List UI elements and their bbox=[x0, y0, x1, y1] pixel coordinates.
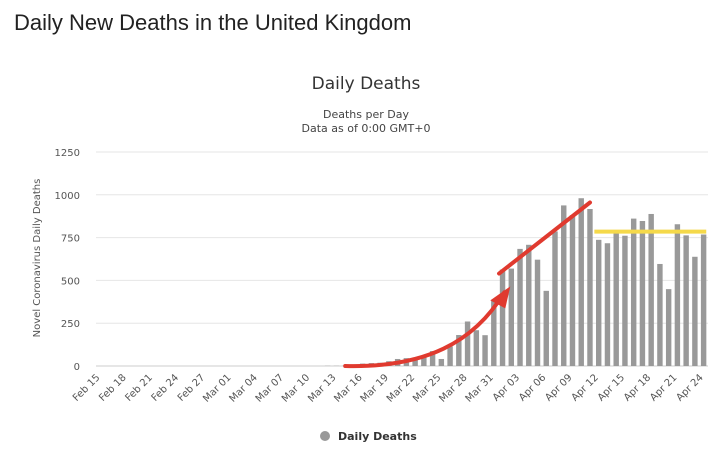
y-tick-label: 1250 bbox=[55, 148, 80, 159]
trend-arrow-curve bbox=[343, 290, 507, 369]
x-tick-label: Mar 19 bbox=[359, 372, 391, 404]
legend[interactable]: Daily Deaths bbox=[320, 430, 417, 443]
bar[interactable] bbox=[552, 231, 558, 366]
x-tick-label: Mar 31 bbox=[464, 372, 496, 404]
bar[interactable] bbox=[438, 358, 445, 366]
legend-label: Daily Deaths bbox=[338, 430, 417, 443]
y-tick-label: 750 bbox=[61, 234, 80, 245]
bar[interactable] bbox=[447, 346, 453, 366]
x-tick-label: Apr 09 bbox=[543, 372, 574, 403]
bar[interactable] bbox=[464, 321, 471, 366]
x-tick-label: Mar 01 bbox=[201, 372, 233, 404]
y-tick-label: 1000 bbox=[55, 191, 80, 202]
x-tick-label: Apr 18 bbox=[622, 372, 653, 403]
gridlines bbox=[96, 151, 708, 367]
bar[interactable] bbox=[429, 351, 436, 366]
y-axis-label: Novel Coronavirus Daily Deaths bbox=[32, 179, 43, 338]
bar[interactable] bbox=[517, 248, 523, 366]
x-tick-label: Mar 25 bbox=[411, 372, 443, 404]
trend-line bbox=[497, 200, 592, 276]
x-tick-label: Feb 24 bbox=[150, 372, 182, 404]
bar-series bbox=[324, 198, 707, 366]
chart-subtitle-timestamp: Data as of 0:00 GMT+0 bbox=[302, 122, 431, 135]
y-tick-label: 500 bbox=[61, 276, 80, 287]
trend-arrow-head bbox=[490, 286, 511, 309]
x-tick-label: Mar 04 bbox=[227, 372, 259, 404]
bar[interactable] bbox=[674, 224, 681, 366]
x-tick-label: Apr 15 bbox=[596, 372, 627, 403]
bar[interactable] bbox=[482, 335, 488, 366]
bar[interactable] bbox=[491, 300, 497, 366]
bar[interactable] bbox=[700, 234, 707, 366]
bar[interactable] bbox=[473, 330, 480, 366]
bar[interactable] bbox=[622, 235, 628, 366]
x-tick-label: Apr 24 bbox=[674, 372, 705, 403]
x-tick-label: Apr 21 bbox=[648, 372, 679, 403]
x-tick-label: Mar 16 bbox=[332, 372, 364, 404]
bar[interactable] bbox=[639, 220, 646, 366]
bar[interactable] bbox=[613, 232, 619, 366]
bar[interactable] bbox=[683, 235, 689, 366]
bar[interactable] bbox=[604, 243, 611, 366]
x-tick-label: Apr 06 bbox=[517, 372, 548, 403]
bar[interactable] bbox=[665, 289, 672, 366]
bar[interactable] bbox=[534, 259, 541, 366]
y-tick-label: 250 bbox=[61, 319, 80, 330]
bar[interactable] bbox=[421, 356, 427, 366]
bar[interactable] bbox=[657, 263, 663, 366]
bar[interactable] bbox=[578, 198, 584, 366]
bar[interactable] bbox=[526, 244, 532, 366]
x-tick-label: Mar 07 bbox=[254, 372, 286, 404]
y-axis-ticks: 0 250 500 750 1000 1250 bbox=[55, 148, 80, 373]
bar[interactable] bbox=[692, 256, 698, 366]
bar[interactable] bbox=[499, 269, 506, 366]
chart-subtitle: Deaths per Day bbox=[323, 108, 409, 121]
x-tick-label: Mar 13 bbox=[306, 372, 338, 404]
bar[interactable] bbox=[456, 335, 462, 366]
page-title: Daily New Deaths in the United Kingdom bbox=[14, 10, 412, 35]
x-tick-label: Apr 12 bbox=[570, 372, 601, 403]
chart-title: Daily Deaths bbox=[312, 74, 421, 94]
y-tick-label: 0 bbox=[74, 362, 80, 373]
bar[interactable] bbox=[587, 209, 593, 366]
x-tick-label: Mar 28 bbox=[437, 372, 469, 404]
x-tick-label: Mar 22 bbox=[385, 372, 417, 404]
x-tick-label: Mar 10 bbox=[280, 372, 312, 404]
bar[interactable] bbox=[508, 268, 514, 366]
bar[interactable] bbox=[561, 205, 567, 366]
annotations bbox=[343, 200, 707, 369]
x-tick-label: Feb 18 bbox=[97, 372, 129, 404]
x-tick-label: Feb 21 bbox=[123, 372, 155, 404]
x-tick-label: Feb 15 bbox=[71, 372, 103, 404]
bar[interactable] bbox=[630, 218, 637, 366]
bar[interactable] bbox=[648, 213, 654, 366]
legend-marker bbox=[320, 431, 330, 441]
bar[interactable] bbox=[596, 239, 602, 366]
bar[interactable] bbox=[569, 215, 576, 366]
bar[interactable] bbox=[412, 357, 418, 366]
x-tick-label: Apr 03 bbox=[491, 372, 522, 403]
bar[interactable] bbox=[543, 290, 549, 366]
